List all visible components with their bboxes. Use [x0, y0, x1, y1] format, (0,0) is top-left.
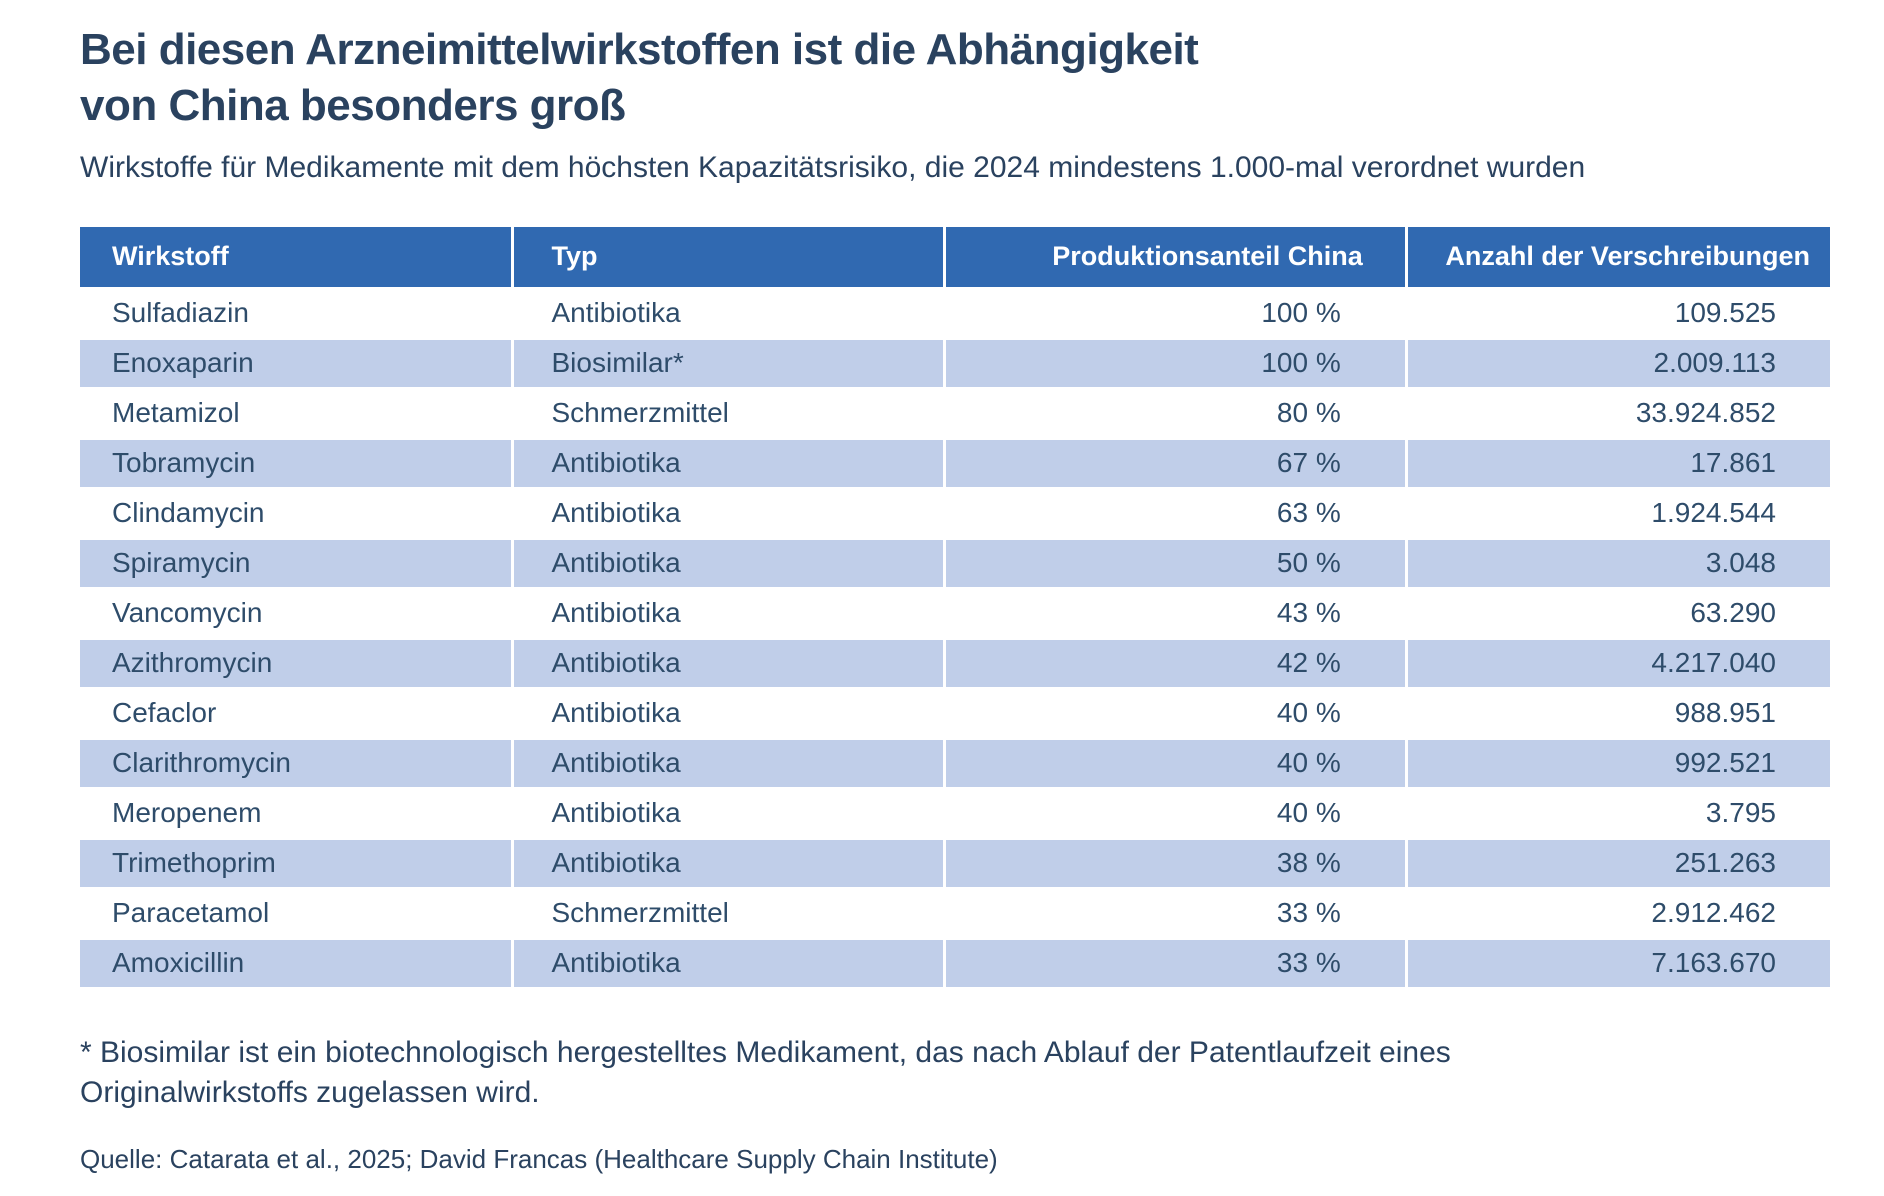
table-row: Paracetamol Schmerzmittel 33 % 2.912.462: [80, 886, 1830, 937]
cell-produktionsanteil-china: 100 %: [942, 286, 1405, 337]
table-row: Clarithromycin Antibiotika 40 % 992.521: [80, 736, 1830, 787]
cell-typ: Schmerzmittel: [510, 886, 943, 937]
table-row: Spiramycin Antibiotika 50 % 3.048: [80, 536, 1830, 587]
cell-wirkstoff: Clindamycin: [80, 486, 511, 537]
table-row: Clindamycin Antibiotika 63 % 1.924.544: [80, 486, 1830, 537]
column-header-wirkstoff: Wirkstoff: [80, 226, 511, 287]
cell-typ: Schmerzmittel: [510, 386, 943, 437]
column-header-produktionsanteil-china: Produktionsanteil China: [942, 226, 1405, 287]
cell-anzahl-verschreibungen: 2.009.113: [1404, 336, 1830, 387]
cell-produktionsanteil-china: 63 %: [942, 486, 1405, 537]
cell-typ: Antibiotika: [510, 686, 943, 737]
cell-anzahl-verschreibungen: 63.290: [1404, 586, 1830, 637]
footnote: * Biosimilar ist ein biotechnologisch he…: [80, 1033, 1830, 1114]
source-line: Quelle: Catarata et al., 2025; David Fra…: [80, 1143, 998, 1174]
table-row: Trimethoprim Antibiotika 38 % 251.263: [80, 836, 1830, 887]
cell-typ: Antibiotika: [510, 936, 943, 987]
cell-typ: Antibiotika: [510, 486, 943, 537]
cell-produktionsanteil-china: 43 %: [942, 586, 1405, 637]
cell-produktionsanteil-china: 38 %: [942, 836, 1405, 887]
table-row: Tobramycin Antibiotika 67 % 17.861: [80, 436, 1830, 487]
cell-anzahl-verschreibungen: 17.861: [1404, 436, 1830, 487]
table-row: Vancomycin Antibiotika 43 % 63.290: [80, 586, 1830, 637]
cell-typ: Antibiotika: [510, 636, 943, 687]
cell-anzahl-verschreibungen: 3.795: [1404, 786, 1830, 837]
footnote-line-2: Originalwirkstoffs zugelassen wird.: [80, 1076, 540, 1110]
cell-wirkstoff: Tobramycin: [80, 436, 511, 487]
table-row: Meropenem Antibiotika 40 % 3.795: [80, 786, 1830, 837]
cell-anzahl-verschreibungen: 988.951: [1404, 686, 1830, 737]
table-body: Sulfadiazin Antibiotika 100 % 109.525 Enoxap…: [80, 286, 1830, 987]
cell-typ: Antibiotika: [510, 536, 943, 587]
cell-typ: Biosimilar*: [510, 336, 943, 387]
cell-produktionsanteil-china: 50 %: [942, 536, 1405, 587]
cell-produktionsanteil-china: 100 %: [942, 336, 1405, 387]
cell-typ: Antibiotika: [510, 286, 943, 337]
cell-produktionsanteil-china: 40 %: [942, 736, 1405, 787]
cell-wirkstoff: Sulfadiazin: [80, 286, 511, 337]
column-header-anzahl-verschreibungen: Anzahl der Verschreibungen: [1404, 226, 1830, 287]
cell-typ: Antibiotika: [510, 786, 943, 837]
cell-typ: Antibiotika: [510, 736, 943, 787]
page-title-line-1: Bei diesen Arzneimittelwirkstoffen ist d…: [80, 25, 1199, 74]
cell-typ: Antibiotika: [510, 586, 943, 637]
cell-wirkstoff: Spiramycin: [80, 536, 511, 587]
cell-produktionsanteil-china: 33 %: [942, 936, 1405, 987]
cell-wirkstoff: Clarithromycin: [80, 736, 511, 787]
cell-anzahl-verschreibungen: 4.217.040: [1404, 636, 1830, 687]
table-row: Enoxaparin Biosimilar* 100 % 2.009.113: [80, 336, 1830, 387]
cell-wirkstoff: Metamizol: [80, 386, 511, 437]
cell-wirkstoff: Amoxicillin: [80, 936, 511, 987]
cell-produktionsanteil-china: 33 %: [942, 886, 1405, 937]
cell-anzahl-verschreibungen: 109.525: [1404, 286, 1830, 337]
table-row: Cefaclor Antibiotika 40 % 988.951: [80, 686, 1830, 737]
cell-wirkstoff: Azithromycin: [80, 636, 511, 687]
cell-anzahl-verschreibungen: 2.912.462: [1404, 886, 1830, 937]
cell-produktionsanteil-china: 80 %: [942, 386, 1405, 437]
page-title-line-2: von China besonders groß: [80, 81, 626, 131]
cell-anzahl-verschreibungen: 33.924.852: [1404, 386, 1830, 437]
cell-anzahl-verschreibungen: 3.048: [1404, 536, 1830, 587]
cell-wirkstoff: Vancomycin: [80, 586, 511, 637]
cell-wirkstoff: Trimethoprim: [80, 836, 511, 887]
cell-wirkstoff: Enoxaparin: [80, 336, 511, 387]
cell-anzahl-verschreibungen: 251.263: [1404, 836, 1830, 887]
cell-typ: Antibiotika: [510, 836, 943, 887]
table-row: Amoxicillin Antibiotika 33 % 7.163.670: [80, 936, 1830, 987]
cell-produktionsanteil-china: 67 %: [942, 436, 1405, 487]
cell-typ: Antibiotika: [510, 436, 943, 487]
table-row: Metamizol Schmerzmittel 80 % 33.924.852: [80, 386, 1830, 437]
subtitle: Wirkstoffe für Medikamente mit dem höchs…: [80, 150, 1586, 184]
page-title: Bei diesen Arzneimittelwirkstoffen ist d…: [80, 22, 1830, 135]
column-header-typ: Typ: [510, 226, 943, 287]
cell-wirkstoff: Paracetamol: [80, 886, 511, 937]
table-row: Azithromycin Antibiotika 42 % 4.217.040: [80, 636, 1830, 687]
cell-anzahl-verschreibungen: 1.924.544: [1404, 486, 1830, 537]
cell-anzahl-verschreibungen: 7.163.670: [1404, 936, 1830, 987]
drug-dependency-table: Wirkstoff Typ Produktionsanteil China An…: [80, 226, 1830, 987]
footnote-line-1: * Biosimilar ist ein biotechnologisch he…: [80, 1035, 1451, 1069]
cell-wirkstoff: Cefaclor: [80, 686, 511, 737]
table-row: Sulfadiazin Antibiotika 100 % 109.525: [80, 286, 1830, 337]
table-header-row: Wirkstoff Typ Produktionsanteil China An…: [80, 226, 1830, 287]
cell-produktionsanteil-china: 42 %: [942, 636, 1405, 687]
cell-wirkstoff: Meropenem: [80, 786, 511, 837]
cell-anzahl-verschreibungen: 992.521: [1404, 736, 1830, 787]
cell-produktionsanteil-china: 40 %: [942, 686, 1405, 737]
cell-produktionsanteil-china: 40 %: [942, 786, 1405, 837]
